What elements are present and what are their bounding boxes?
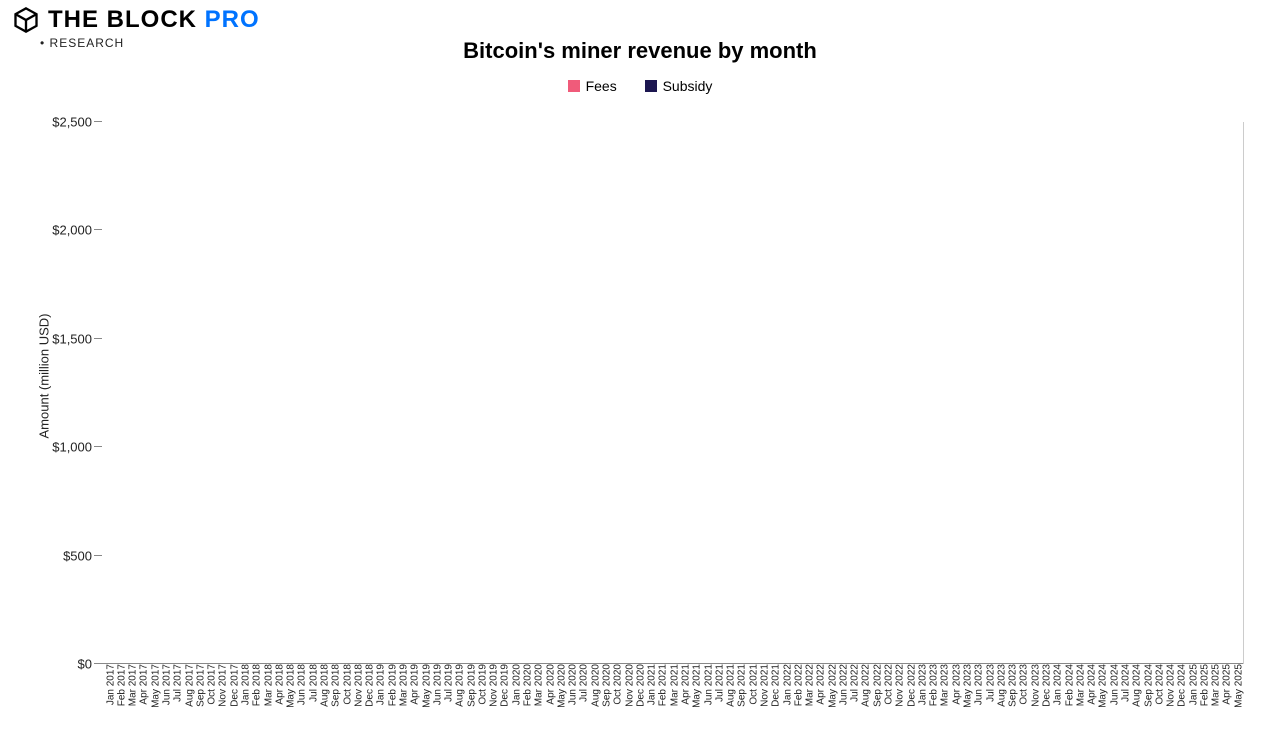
y-tick-label: $500 xyxy=(63,548,102,563)
legend-label-fees: Fees xyxy=(586,78,617,94)
y-tick-label: $0 xyxy=(78,657,102,672)
chart-area: Jan 2017Feb 2017Mar 2017Apr 2017May 2017… xyxy=(102,118,1244,664)
plot-area: Jan 2017Feb 2017Mar 2017Apr 2017May 2017… xyxy=(102,122,1244,664)
x-tick-label: May 2025 xyxy=(1229,664,1244,708)
legend-swatch-subsidy xyxy=(645,80,657,92)
legend-label-subsidy: Subsidy xyxy=(663,78,713,94)
chart-legend: Fees Subsidy xyxy=(0,78,1280,95)
y-tick-label: $1,500 xyxy=(52,331,102,346)
y-axis-title: Amount (million USD) xyxy=(37,314,52,439)
y-tick-label: $1,000 xyxy=(52,440,102,455)
legend-item-subsidy: Subsidy xyxy=(645,78,713,94)
brand-logo: THE BLOCK PRO xyxy=(12,6,260,34)
logo-cube-icon xyxy=(12,6,40,34)
chart-title: Bitcoin's miner revenue by month xyxy=(0,38,1280,64)
legend-item-fees: Fees xyxy=(568,78,617,94)
legend-swatch-fees xyxy=(568,80,580,92)
y-tick-label: $2,000 xyxy=(52,223,102,238)
brand-name: THE BLOCK PRO xyxy=(48,6,260,34)
bars-container: Jan 2017Feb 2017Mar 2017Apr 2017May 2017… xyxy=(102,122,1243,664)
y-tick-label: $2,500 xyxy=(52,115,102,130)
